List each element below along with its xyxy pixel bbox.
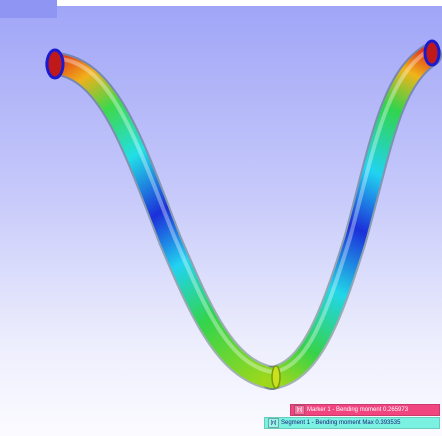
segment-legend-tag: [n] [268, 418, 279, 428]
segment-legend[interactable]: [n] Segment 1 - Bending moment Max 0.393… [264, 417, 440, 429]
marker-legend-text: Marker 1 - Bending moment 0.265973 [307, 407, 409, 413]
tube-end-cap-left [45, 48, 65, 80]
viewport-top-strip [57, 0, 442, 6]
tube-right-highlight [272, 50, 428, 374]
segment-legend-text: Segment 1 - Bending moment Max 0.393535 [281, 420, 401, 426]
tube-right-segment [262, 45, 440, 388]
tube-end-cap-right [423, 39, 441, 67]
segment-joint-ring [271, 365, 281, 389]
viewport-corner-tab [0, 0, 57, 18]
tube-left-highlight [58, 57, 274, 374]
tube-left-segment [47, 54, 282, 388]
marker-legend-tag: [n] [294, 405, 305, 415]
marker-legend[interactable]: [n] Marker 1 - Bending moment 0.265973 [290, 404, 440, 416]
